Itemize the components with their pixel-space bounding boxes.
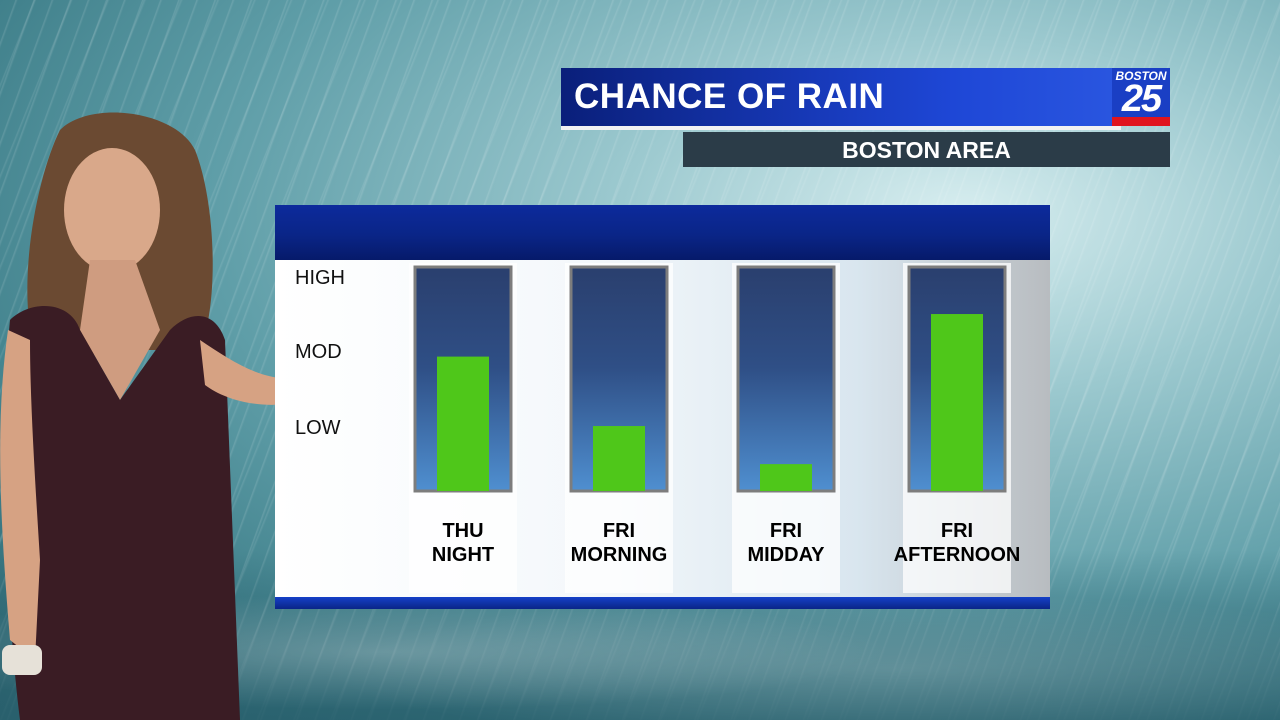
y-label-high: HIGH [295, 267, 345, 289]
rain-chance-chart [409, 263, 1011, 593]
category-label: THU NIGHT [393, 519, 533, 567]
y-label-mod: MOD [295, 341, 342, 363]
logo-number: 25 [1121, 78, 1162, 120]
category-label-line: AFTERNOON [893, 544, 1021, 566]
category-label-line: MORNING [570, 544, 668, 566]
category-label-line: NIGHT [431, 544, 495, 566]
logo-red-stripe [1112, 117, 1170, 126]
graphic-title: CHANCE OF RAIN [574, 77, 885, 116]
category-label-line: THU [442, 520, 484, 542]
category-label-line: FRI [602, 520, 636, 542]
station-logo: BOSTON 25 [1112, 68, 1170, 126]
category-label-line: FRI [940, 520, 974, 542]
bar [760, 464, 812, 491]
bar [437, 356, 489, 491]
y-label-low: LOW [295, 417, 341, 439]
subtitle-banner: BOSTON AREA [683, 132, 1170, 167]
chart-header-band [275, 205, 1050, 260]
title-banner: CHANCE OF RAIN [561, 68, 1121, 130]
chart-footer-band [275, 597, 1050, 609]
bar [593, 426, 645, 491]
bar-track [736, 265, 836, 493]
chart-panel: HIGH MOD LOW THU NIGHT FRI MORNING FRI MIDDAY… [275, 205, 1050, 609]
logo-top-text: BOSTON [1115, 69, 1167, 83]
category-label-line: FRI [769, 520, 803, 542]
category-label: FRI MORNING [549, 519, 689, 567]
bar [931, 314, 983, 491]
category-label: FRI AFTERNOON [887, 519, 1027, 567]
category-label-line: MIDDAY [747, 544, 825, 566]
graphic-subtitle: BOSTON AREA [842, 137, 1011, 163]
category-label: FRI MIDDAY [716, 519, 856, 567]
